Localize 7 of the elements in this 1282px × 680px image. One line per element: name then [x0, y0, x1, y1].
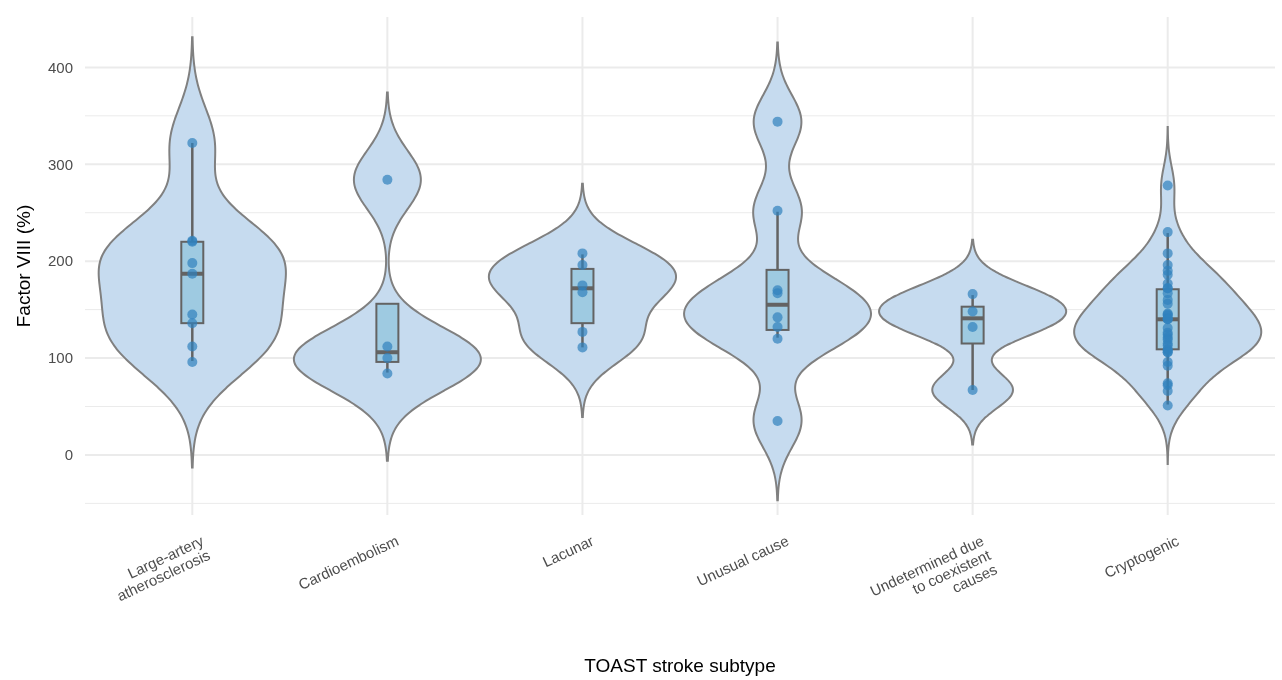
- y-tick-label: 200: [47, 252, 73, 270]
- y-axis-title: Factor VIII (%): [13, 204, 34, 328]
- y-tick-label: 300: [47, 155, 73, 173]
- y-tick-label: 100: [47, 349, 73, 367]
- x-axis-title: TOAST stroke subtype: [584, 655, 776, 676]
- y-tick-label: 0: [64, 446, 73, 464]
- y-tick-label: 400: [47, 58, 73, 76]
